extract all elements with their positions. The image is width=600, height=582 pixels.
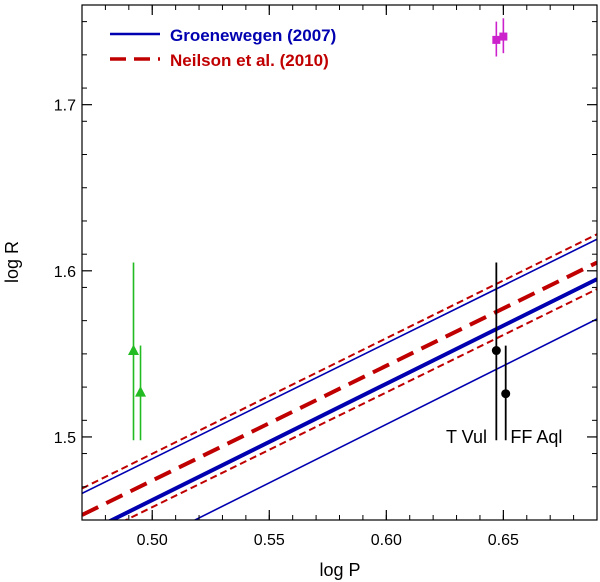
points-layer — [128, 18, 511, 441]
y-tick-label-2: 1.7 — [54, 98, 76, 115]
series-line-5 — [123, 288, 597, 520]
series-line-4 — [82, 233, 597, 490]
y-axis-label: log R — [2, 241, 22, 283]
x-tick-label-2: 0.60 — [371, 532, 402, 549]
data-point-0 — [128, 344, 139, 356]
data-point-4 — [491, 346, 501, 356]
annotation-0: T Vul — [446, 427, 487, 447]
x-axis-label: log P — [319, 560, 360, 580]
y-tick-label-0: 1.5 — [54, 430, 76, 447]
x-tick-label-0: 0.50 — [137, 532, 168, 549]
series-line-2 — [193, 318, 597, 520]
data-point-5 — [501, 389, 511, 399]
legend: Groenewegen (2007) Neilson et al. (2010) — [110, 26, 336, 70]
y-tick-label-1: 1.6 — [54, 264, 76, 281]
x-tick-label-1: 0.55 — [254, 532, 285, 549]
legend-label-groenewegen: Groenewegen (2007) — [170, 26, 336, 45]
data-point-3 — [499, 32, 508, 41]
annotation-layer: T Vul FF Aql — [446, 427, 562, 447]
annotation-1: FF Aql — [510, 427, 562, 447]
data-point-2 — [492, 35, 501, 44]
series-line-3 — [82, 260, 597, 517]
series-layer — [82, 233, 597, 520]
x-tick-label-3: 0.65 — [488, 532, 519, 549]
legend-label-neilson: Neilson et al. (2010) — [170, 51, 329, 70]
ticks-layer: 0.50 0.55 0.60 0.65 1.5 1.6 1.7 — [54, 5, 598, 549]
series-line-0 — [107, 277, 597, 520]
series-line-1 — [82, 238, 597, 495]
data-point-1 — [135, 386, 147, 397]
